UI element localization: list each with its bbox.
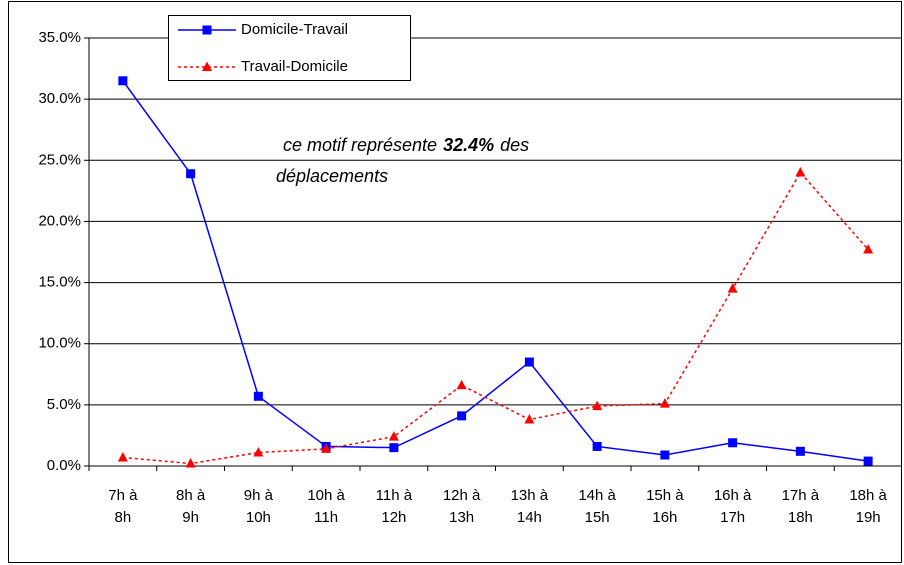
point: [118, 76, 128, 86]
y-tick-label: 25.0%: [38, 151, 81, 168]
legend: Domicile-Travail Travail-Domicile: [168, 15, 411, 81]
x-tick-label: 11h à 12h: [376, 487, 413, 526]
point: [253, 447, 264, 457]
point: [185, 458, 196, 468]
x-tick-label-line: 16h à: [714, 487, 752, 504]
point: [524, 414, 535, 424]
legend-label: Travail-Domicile: [241, 58, 348, 75]
point: [321, 443, 332, 453]
annotation-text-end: des: [500, 135, 529, 155]
point: [524, 357, 534, 367]
x-tick-label-line: 11h: [314, 509, 338, 526]
x-tick-label-line: 15h à: [646, 487, 684, 504]
x-tick-label-line: 9h: [182, 509, 199, 526]
point: [186, 169, 196, 179]
x-tick-label-line: 10h: [246, 509, 271, 526]
x-tick-label: 17h à 18h: [782, 487, 820, 526]
point: [795, 167, 806, 177]
point: [659, 398, 670, 408]
x-tick-label-line: 15h: [585, 509, 610, 526]
annotation-highlight: 32.4%: [443, 135, 494, 155]
series-line: [122, 171, 869, 465]
legend-marker: [202, 61, 212, 71]
x-tick-label-line: 16h: [652, 509, 677, 526]
x-tick-label: 16h à 17h: [714, 487, 752, 526]
x-tick-label-line: 17h: [720, 509, 745, 526]
point: [389, 443, 399, 453]
x-tick-label-line: 17h à: [782, 487, 820, 504]
point: [728, 438, 738, 448]
point: [388, 431, 399, 441]
annotation-text: ce motif représente: [283, 135, 437, 155]
point: [253, 391, 263, 401]
x-tick-label: 9h à 10h: [244, 487, 274, 526]
x-tick-label-line: 8h à: [176, 487, 206, 504]
x-tick-label: 7h à 8h: [108, 487, 138, 526]
y-tick-label: 20.0%: [38, 212, 81, 229]
x-tick-label-line: 18h: [788, 509, 813, 526]
x-tick-label-line: 13h à: [511, 487, 549, 504]
x-tick-label: 13h à 14h: [511, 487, 549, 526]
point: [795, 446, 805, 456]
legend-marker: [202, 25, 212, 35]
x-tick-label: 18h à 19h: [849, 487, 887, 526]
point: [592, 400, 603, 411]
series-line: [122, 80, 869, 462]
y-tick-label: 5.0%: [47, 396, 81, 413]
x-tick-label-line: 9h à: [244, 487, 274, 504]
point: [592, 441, 602, 451]
x-tick-label-line: 19h: [856, 509, 881, 526]
x-tick-label: 14h à 15h: [578, 487, 616, 526]
x-tick-label-line: 14h: [517, 509, 542, 526]
y-tick-label: 15.0%: [38, 274, 81, 291]
x-tick-label-line: 7h à: [108, 487, 138, 504]
point: [660, 450, 670, 460]
point: [457, 411, 467, 421]
x-tick-label-line: 12h à: [443, 487, 481, 504]
point: [727, 283, 738, 293]
y-tick-label: 30.0%: [38, 90, 81, 107]
x-tick-label: 15h à 16h: [646, 487, 684, 526]
y-tick-label: 35.0%: [38, 29, 81, 46]
x-tick-label-line: 13h: [449, 509, 474, 526]
x-tick-label: 12h à 13h: [443, 487, 481, 526]
x-tick-label-line: 10h à: [307, 487, 345, 504]
y-tick-label: 0.0%: [47, 457, 81, 474]
x-tick-label-line: 14h à: [578, 487, 616, 504]
x-tick-label: 10h à 11h: [307, 487, 345, 526]
x-tick-label-line: 11h à: [376, 487, 413, 504]
x-tick-label-line: 8h: [115, 509, 132, 526]
y-tick-label: 10.0%: [38, 335, 81, 352]
x-tick-label-line: 12h: [381, 509, 406, 526]
legend-label: Domicile-Travail: [241, 21, 348, 38]
point: [863, 456, 873, 466]
annotation-text-end-line: déplacements: [276, 166, 388, 186]
annotation: ce motif représente 32.4% des déplacements: [276, 135, 529, 186]
point: [117, 451, 128, 462]
chart-frame: [8, 1, 902, 563]
x-tick-label: 8h à 9h: [176, 487, 206, 526]
point: [456, 379, 467, 390]
point: [863, 244, 874, 254]
x-tick-label-line: 18h à: [849, 487, 887, 504]
